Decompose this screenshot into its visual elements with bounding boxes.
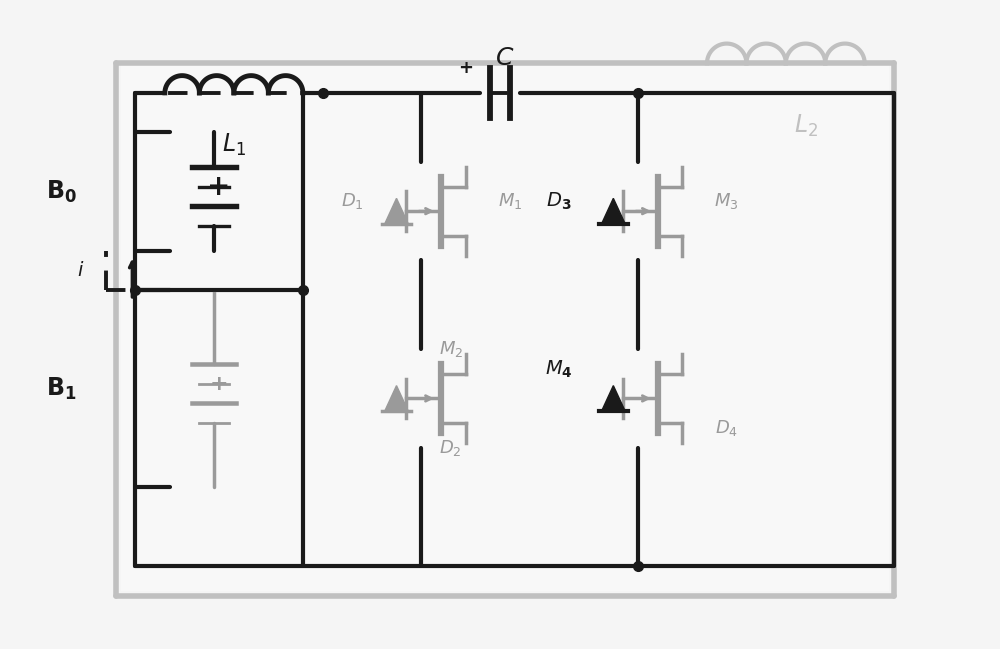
Text: $\mathbf{B_0}$: $\mathbf{B_0}$ (46, 178, 77, 204)
Text: $\mathbf{\mathit{D}_3}$: $\mathbf{\mathit{D}_3}$ (546, 191, 572, 212)
Polygon shape (602, 386, 625, 411)
Text: $\mathit{D}_1$: $\mathit{D}_1$ (341, 191, 364, 212)
Polygon shape (602, 199, 625, 224)
Text: $\mathit{D}_2$: $\mathit{D}_2$ (439, 437, 462, 458)
Text: $\mathbf{B_1}$: $\mathbf{B_1}$ (46, 376, 77, 402)
Text: $\mathit{i}$: $\mathit{i}$ (77, 261, 85, 280)
Polygon shape (385, 199, 408, 224)
Text: $\mathit{L}_2$: $\mathit{L}_2$ (794, 112, 818, 139)
Text: $\mathit{M}_3$: $\mathit{M}_3$ (714, 191, 739, 212)
Text: +: + (210, 374, 228, 394)
Text: $\mathbf{\mathit{M}_4}$: $\mathbf{\mathit{M}_4}$ (545, 358, 573, 380)
Text: $\mathit{D}_4$: $\mathit{D}_4$ (715, 418, 738, 438)
Text: $\mathbf{\mathit{C}}$: $\mathbf{\mathit{C}}$ (495, 46, 515, 70)
Text: $\mathit{M}_2$: $\mathit{M}_2$ (439, 339, 463, 359)
Text: $\mathit{M}_1$: $\mathit{M}_1$ (498, 191, 522, 212)
Bar (121, 64, 889, 591)
Text: $\mathit{L}_1$: $\mathit{L}_1$ (222, 132, 246, 158)
Text: +: + (207, 173, 231, 201)
Text: +: + (458, 59, 473, 77)
Polygon shape (385, 386, 408, 411)
